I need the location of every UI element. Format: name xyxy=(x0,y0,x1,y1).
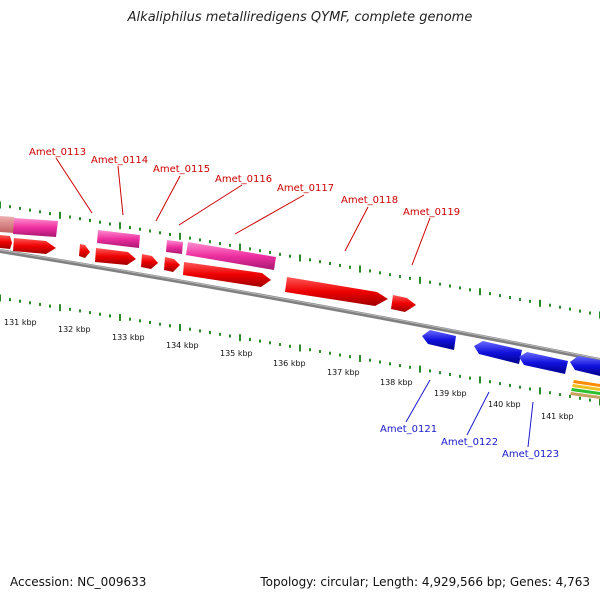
reverse-leader-lines xyxy=(405,379,534,448)
accession-text: Accession: NC_009633 xyxy=(10,575,147,589)
scale-label: 141 kbp xyxy=(541,412,574,421)
gene-label-0113[interactable]: Amet_0113 xyxy=(29,147,86,158)
gene-forward-0112[interactable] xyxy=(13,238,56,254)
scale-label: 135 kbp xyxy=(220,349,253,358)
inner-tick-track xyxy=(0,294,600,406)
gene-forward-0117[interactable] xyxy=(183,262,271,287)
genome-backbone xyxy=(0,249,600,362)
gene-forward-0113[interactable] xyxy=(79,244,90,258)
gene-label-0123[interactable]: Amet_0123 xyxy=(502,449,559,460)
gene-forward-0115[interactable] xyxy=(141,254,158,269)
gene-rna-0113[interactable] xyxy=(97,230,140,248)
gene-label-0118[interactable]: Amet_0118 xyxy=(341,195,398,206)
map-title: Alkaliphilus metalliredigens QYMF, compl… xyxy=(127,10,473,25)
gene-forward-0116[interactable] xyxy=(164,257,180,272)
scale-labels: 131 kbp 132 kbp 133 kbp 134 kbp 135 kbp … xyxy=(4,318,574,421)
reverse-gene-labels: Amet_0121 Amet_0122 Amet_0123 xyxy=(380,424,559,460)
gene-reverse-0122[interactable] xyxy=(474,341,522,364)
gene-forward-0119[interactable] xyxy=(391,295,416,312)
scale-label: 137 kbp xyxy=(327,368,360,377)
forward-leader-lines xyxy=(55,157,431,266)
scale-label: 138 kbp xyxy=(380,378,413,387)
gene-feature-stack[interactable] xyxy=(570,380,600,399)
gene-label-0114[interactable]: Amet_0114 xyxy=(91,155,148,166)
gene-label-0116[interactable]: Amet_0116 xyxy=(215,174,272,185)
genome-backbone-highlight xyxy=(0,249,600,360)
forward-gene-labels: Amet_0113 Amet_0114 Amet_0115 Amet_0116 … xyxy=(29,147,460,218)
gene-rna-a[interactable] xyxy=(13,218,58,237)
gene-forward-0114[interactable] xyxy=(95,248,136,265)
gene-forward-0111[interactable] xyxy=(0,235,12,249)
gene-label-0117[interactable]: Amet_0117 xyxy=(277,183,334,194)
gene-rna-0112[interactable] xyxy=(0,216,14,233)
gene-rna-0116[interactable] xyxy=(186,242,276,270)
gene-reverse-0121[interactable] xyxy=(422,330,456,350)
gene-label-0115[interactable]: Amet_0115 xyxy=(153,164,210,175)
scale-label: 136 kbp xyxy=(273,359,306,368)
scale-label: 134 kbp xyxy=(166,341,199,350)
scale-label: 133 kbp xyxy=(112,333,145,342)
scale-label: 139 kbp xyxy=(434,389,467,398)
genome-summary-text: Topology: circular; Length: 4,929,566 bp… xyxy=(260,575,590,589)
gene-reverse-0123[interactable] xyxy=(519,352,568,374)
outer-tick-track xyxy=(0,201,600,319)
scale-label: 131 kbp xyxy=(4,318,37,327)
gene-rna-0115[interactable] xyxy=(166,240,183,254)
gene-label-0121[interactable]: Amet_0121 xyxy=(380,424,437,435)
gene-label-0119[interactable]: Amet_0119 xyxy=(403,207,460,218)
gene-forward-0118[interactable] xyxy=(285,277,388,306)
scale-label: 132 kbp xyxy=(58,325,91,334)
scale-label: 140 kbp xyxy=(488,400,521,409)
gene-reverse-0124[interactable] xyxy=(570,356,600,376)
gene-label-0122[interactable]: Amet_0122 xyxy=(441,437,498,448)
